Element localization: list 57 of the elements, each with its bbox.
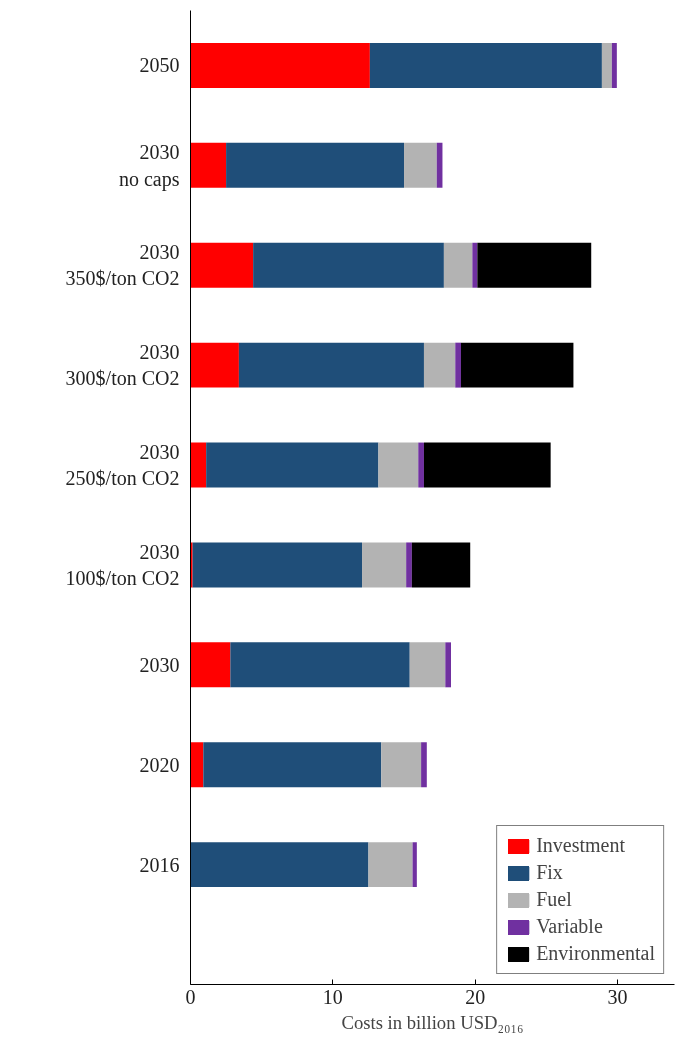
bar bbox=[369, 42, 602, 88]
legend-label: Fix bbox=[536, 861, 563, 884]
bar bbox=[406, 542, 412, 588]
x-tick-label: 10 bbox=[322, 985, 343, 1008]
bar bbox=[445, 642, 452, 688]
bar bbox=[190, 442, 207, 488]
x-tick-label: 30 bbox=[607, 985, 628, 1008]
bar bbox=[190, 42, 370, 88]
bar bbox=[423, 442, 551, 488]
bar bbox=[378, 442, 419, 488]
bar bbox=[203, 742, 382, 788]
legend-label: Investment bbox=[536, 834, 626, 857]
bar bbox=[423, 342, 456, 388]
y-tick-label: 2016 bbox=[139, 853, 180, 876]
bar bbox=[421, 742, 427, 788]
bar bbox=[190, 142, 227, 188]
bar bbox=[190, 542, 193, 588]
legend-label: Variable bbox=[536, 915, 603, 938]
bar bbox=[206, 442, 379, 488]
bar bbox=[192, 542, 363, 588]
bar bbox=[411, 542, 471, 588]
bar bbox=[404, 142, 437, 188]
bar bbox=[226, 142, 405, 188]
y-tick-label: 2030 no caps bbox=[118, 141, 180, 191]
bar bbox=[190, 342, 239, 388]
bar bbox=[472, 242, 478, 288]
x-tick-label: 20 bbox=[465, 985, 486, 1008]
y-tick-label: 2020 bbox=[139, 753, 180, 776]
bar bbox=[412, 842, 417, 888]
y-tick-label: 2030 100$/ton CO2 bbox=[65, 540, 180, 590]
bar bbox=[611, 42, 617, 88]
bar bbox=[477, 242, 592, 288]
bar bbox=[190, 242, 254, 288]
bar bbox=[368, 842, 413, 888]
bar bbox=[190, 742, 204, 788]
y-tick-label: 2030 bbox=[139, 653, 180, 676]
y-tick-label: 2030 350$/ton CO2 bbox=[65, 241, 180, 290]
bar bbox=[460, 342, 574, 388]
bar bbox=[238, 342, 424, 388]
bar bbox=[381, 742, 422, 788]
y-tick-label: 2030 250$/ton CO2 bbox=[65, 440, 180, 490]
y-tick-label: 2050 bbox=[139, 54, 180, 77]
bar bbox=[190, 642, 231, 688]
bar bbox=[362, 542, 407, 588]
bar bbox=[443, 242, 473, 288]
bar bbox=[601, 42, 612, 88]
bar bbox=[418, 442, 424, 488]
x-tick-label: 0 bbox=[185, 985, 196, 1008]
bar bbox=[455, 342, 461, 388]
bar bbox=[230, 642, 410, 688]
bar bbox=[409, 642, 446, 688]
legend-label: Fuel bbox=[536, 888, 572, 911]
y-tick-label: 2030 300$/ton CO2 bbox=[65, 340, 180, 390]
legend-label: Environmental bbox=[536, 942, 655, 965]
bar bbox=[190, 842, 369, 888]
x-axis-title: Costs in billion USD₂₀₁₆ bbox=[341, 1011, 524, 1033]
bar bbox=[253, 242, 444, 288]
